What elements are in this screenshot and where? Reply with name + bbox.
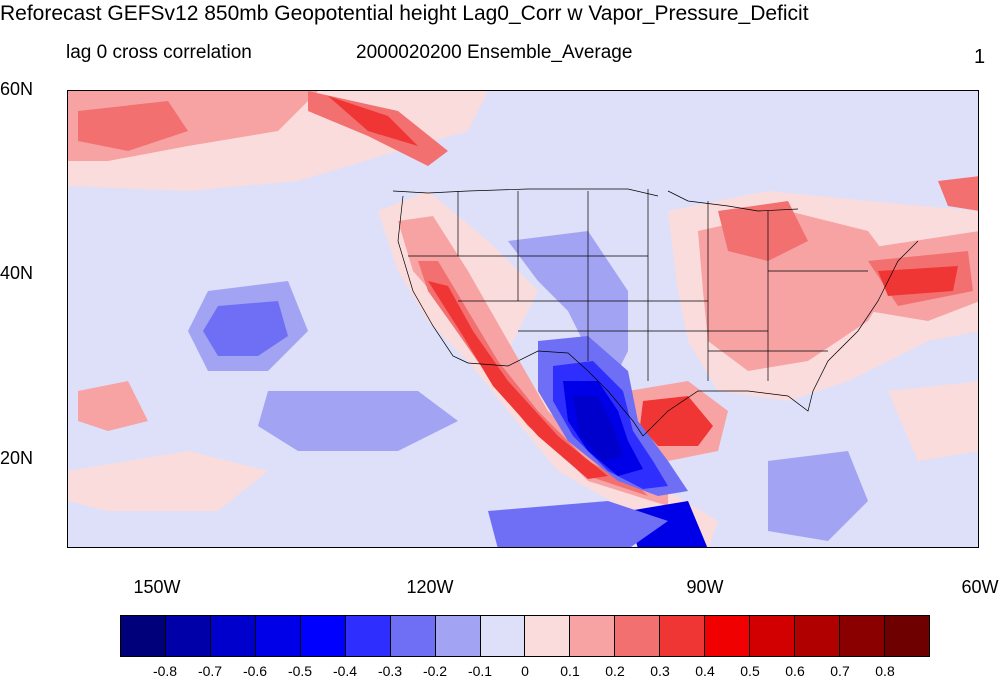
colorbar-tick-label: 0.6 xyxy=(785,663,805,679)
colorbar-bin xyxy=(705,616,751,656)
lat-label-20n: 20N xyxy=(0,448,34,468)
colorbar-tick-label: 0.7 xyxy=(830,663,850,679)
lon-label-90w: 90W xyxy=(686,577,724,597)
colorbar-bin xyxy=(884,616,929,656)
colorbar-bin xyxy=(390,616,436,656)
colorbar-tick-label: -0.6 xyxy=(242,663,268,679)
colorbar-bin xyxy=(210,616,256,656)
colorbar-tick-label: 0 xyxy=(521,663,529,679)
colorbar-bin xyxy=(121,616,166,656)
colorbar-bin xyxy=(750,616,796,656)
colorbar-tick-label: -0.2 xyxy=(422,663,448,679)
correlation-map xyxy=(67,90,979,548)
colorbar-bin xyxy=(165,616,211,656)
lat-label-60n: 60N xyxy=(0,79,34,99)
center-subtitle: 2000020200 Ensemble_Average xyxy=(356,42,633,63)
map-title: Reforecast GEFSv12 850mb Geopotential he… xyxy=(0,2,809,25)
colorbar-tick-label: -0.3 xyxy=(377,663,403,679)
correlation-field xyxy=(68,91,978,547)
colorbar-tick-label: -0.5 xyxy=(287,663,313,679)
colorbar-labels: -0.8 -0.7 -0.6 -0.5 -0.4 -0.3 -0.2 -0.1 0 0.1 0.2 0… xyxy=(120,663,930,683)
colorbar-bin xyxy=(255,616,301,656)
colorbar-bin xyxy=(300,616,346,656)
colorbar-bin xyxy=(525,616,571,656)
right-subtitle: 1 xyxy=(974,46,986,68)
colorbar-bin xyxy=(840,616,885,656)
colorbar-bin xyxy=(615,616,661,656)
left-subtitle: lag 0 cross correlation xyxy=(66,42,252,63)
lat-label-40n: 40N xyxy=(0,263,34,283)
colorbar-bin xyxy=(795,616,840,656)
colorbar-tick-label: 0.2 xyxy=(605,663,625,679)
lon-label-60w: 60W xyxy=(961,577,999,597)
colorbar-bin xyxy=(435,616,481,656)
colorbar-bin xyxy=(570,616,616,656)
colorbar-bin xyxy=(345,616,391,656)
colorbar-tick-label: 0.3 xyxy=(650,663,670,679)
colorbar-tick-label: 0.5 xyxy=(740,663,760,679)
colorbar-tick-label: 0.1 xyxy=(560,663,580,679)
colorbar-tick-label: -0.8 xyxy=(152,663,178,679)
colorbar-tick-label: 0.4 xyxy=(695,663,715,679)
colorbar-tick-label: -0.7 xyxy=(197,663,223,679)
colorbar-tick-label: 0.8 xyxy=(875,663,895,679)
lon-label-150w: 150W xyxy=(133,577,181,597)
colorbar-tick-label: -0.4 xyxy=(332,663,358,679)
colorbar-bin xyxy=(660,616,706,656)
colorbar xyxy=(120,615,930,657)
lon-label-120w: 120W xyxy=(406,577,454,597)
colorbar-tick-label: -0.1 xyxy=(467,663,493,679)
colorbar-bin xyxy=(480,616,526,656)
